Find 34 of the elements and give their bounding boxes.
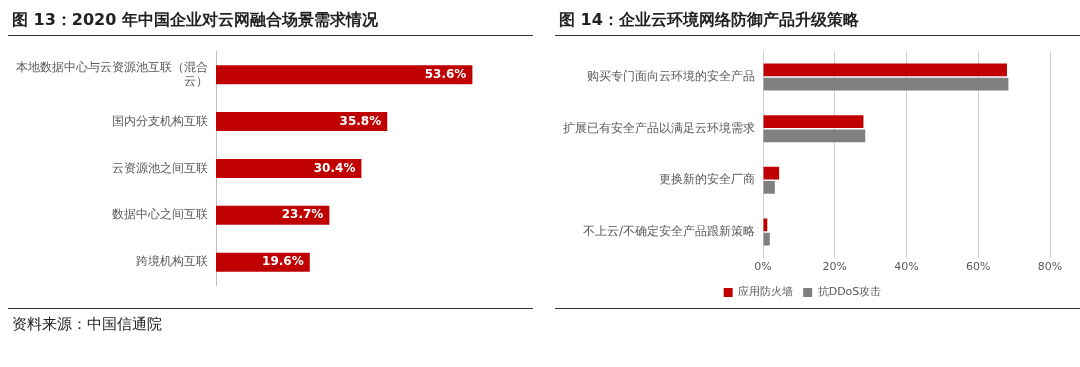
data-label: 30.4% [313, 160, 356, 175]
chart-title: 图 13：2020 年中国企业对云网融合场景需求情况 [8, 8, 533, 36]
bar [763, 129, 866, 143]
y-tick-label: 国内分支机构互联 [112, 113, 208, 128]
x-tick-label: 80% [1037, 260, 1063, 274]
x-tick-label: 20% [822, 260, 847, 274]
x-tick-label: 60% [966, 260, 991, 274]
data-label: 23.7% [281, 207, 324, 222]
bar [763, 77, 1009, 91]
y-tick-label: 本地数据中心与云资源池互联（混合云） [16, 59, 208, 88]
text: 资料来源：中国信通院 [12, 315, 163, 334]
bar [763, 166, 780, 180]
legend-label: 抗DDoS攻击 [817, 285, 882, 299]
bar [763, 63, 1007, 77]
y-tick-label: 云资源池之间互联 [112, 160, 208, 175]
bar [763, 115, 864, 128]
data-label: 53.6% [424, 66, 467, 81]
y-tick-label: 跨境机构互联 [136, 254, 208, 269]
bar [216, 205, 330, 225]
bar [216, 112, 388, 132]
y-tick-label: 数据中心之间互联 [112, 207, 208, 222]
y-tick-label: 更换新的安全厂商 [659, 172, 755, 187]
data-label: 19.6% [262, 254, 304, 269]
bar [216, 158, 362, 178]
y-tick-label: 扩展已有安全产品以满足云环境需求 [563, 120, 755, 135]
data-label: 35.8% [339, 113, 382, 128]
legend-label: 应用防火墙 [738, 285, 794, 299]
x-tick-label: 0% [754, 260, 772, 274]
chart-title: 图 14：企业云环境网络防御产品升级策略 [555, 8, 1080, 36]
bar [216, 65, 473, 85]
bar [763, 181, 775, 194]
y-tick-label: 不上云/不确定安全产品跟新策略 [582, 224, 755, 239]
x-tick-label: 40% [894, 260, 919, 274]
y-tick-label: 购买专门面向云环境的安全产品 [587, 69, 755, 84]
